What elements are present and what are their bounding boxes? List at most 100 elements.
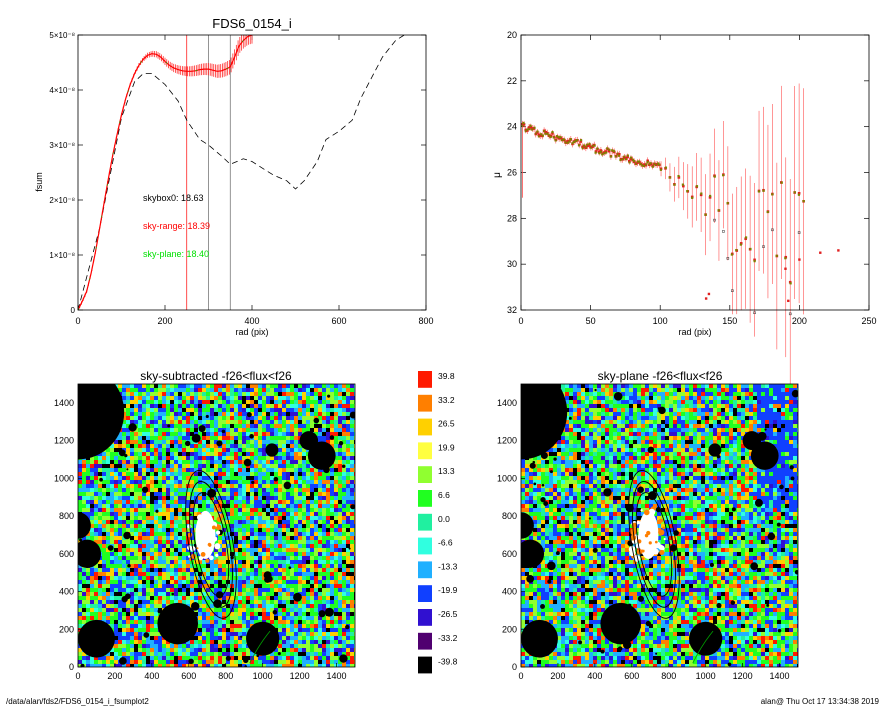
map-pixel [306,504,310,508]
map-pixel [206,600,210,604]
map-pixel [258,448,262,452]
map-pixel [342,416,346,420]
map-pixel [322,580,326,584]
map-pixel [250,540,254,544]
map-pixel [114,472,118,476]
map-pixel [266,424,270,428]
map-pixel [230,488,234,492]
map-pixel [86,576,90,580]
map-pixel [114,440,118,444]
map-pixel [290,596,294,600]
map-pixel [166,444,170,448]
map-pixel [314,488,318,492]
map-pixel [154,628,158,632]
map-pixel [258,388,262,392]
map-pixel [162,484,166,488]
map-pixel [118,616,122,620]
map-pixel [114,636,118,640]
map-pixel [234,468,238,472]
map-pixel [314,388,318,392]
map-pixel [230,468,234,472]
map-pixel [306,612,310,616]
map-pixel [290,432,294,436]
map-pixel [198,628,202,632]
map-pixel [130,504,134,508]
map-pixel [146,444,150,448]
map-pixel [106,600,110,604]
map-pixel [114,604,118,608]
map-pixel [294,388,298,392]
map-pixel [314,392,318,396]
map-pixel [146,540,150,544]
map-pixel [130,560,134,564]
map-pixel [110,588,114,592]
map-pixel [118,544,122,548]
map-pixel [238,568,242,572]
map-pixel [102,508,106,512]
map-pixel [110,540,114,544]
map-pixel [198,488,202,492]
map-pixel [262,524,266,528]
map-pixel [262,420,266,424]
map-pixel [342,612,346,616]
map-pixel [206,392,210,396]
map-pixel [190,564,194,568]
map-pixel [186,576,190,580]
map-pixel [174,548,178,552]
map-pixel [154,512,158,516]
map-pixel [90,516,94,520]
map-pixel [214,628,218,632]
map-pixel [78,628,82,632]
map-pixel [258,428,262,432]
map-pixel [290,612,294,616]
map-pixel [238,404,242,408]
map-pixel [150,516,154,520]
map-pixel [226,496,230,500]
map-pixel [258,576,262,580]
map-pixel [126,476,130,480]
map-pixel [126,600,130,604]
map-pixel [282,544,286,548]
map-pixel [354,472,355,476]
map-pixel [302,536,306,540]
mu-point-sky-plane [611,149,614,152]
map-pixel [270,396,274,400]
map-pixel [206,580,210,584]
map-pixel [130,608,134,612]
map-pixel [278,496,282,500]
map-pixel [234,452,238,456]
map-pixel [306,464,310,468]
map-pixel [162,564,166,568]
map-pixel [238,484,242,488]
map-pixel [86,596,90,600]
map-pixel [322,512,326,516]
map-pixel [98,452,102,456]
map-pixel [238,428,242,432]
map-pixel [246,388,250,392]
map-pixel [274,464,278,468]
map-pixel [214,624,218,628]
map-pixel [338,536,342,540]
map-pixel [178,508,182,512]
map-pixel [146,468,150,472]
map-pixel [166,568,170,572]
map-pixel [282,592,286,596]
map-pixel [190,444,194,448]
map-pixel [310,532,314,536]
mu-point-skybox0 [713,218,716,222]
map-pixel [298,628,302,632]
map-pixel [334,612,338,616]
map-pixel [250,432,254,436]
map-pixel [138,536,142,540]
map-pixel [198,492,202,496]
map-pixel [258,436,262,440]
map-pixel [302,456,306,460]
map-pixel [242,624,246,628]
map-pixel [182,400,186,404]
map-pixel [134,440,138,444]
map-pixel [306,564,310,568]
mu-point-sky-plane [605,151,608,154]
mu-point-sky-plane [582,144,586,147]
map-pixel [242,468,246,472]
map-pixel [306,576,310,580]
